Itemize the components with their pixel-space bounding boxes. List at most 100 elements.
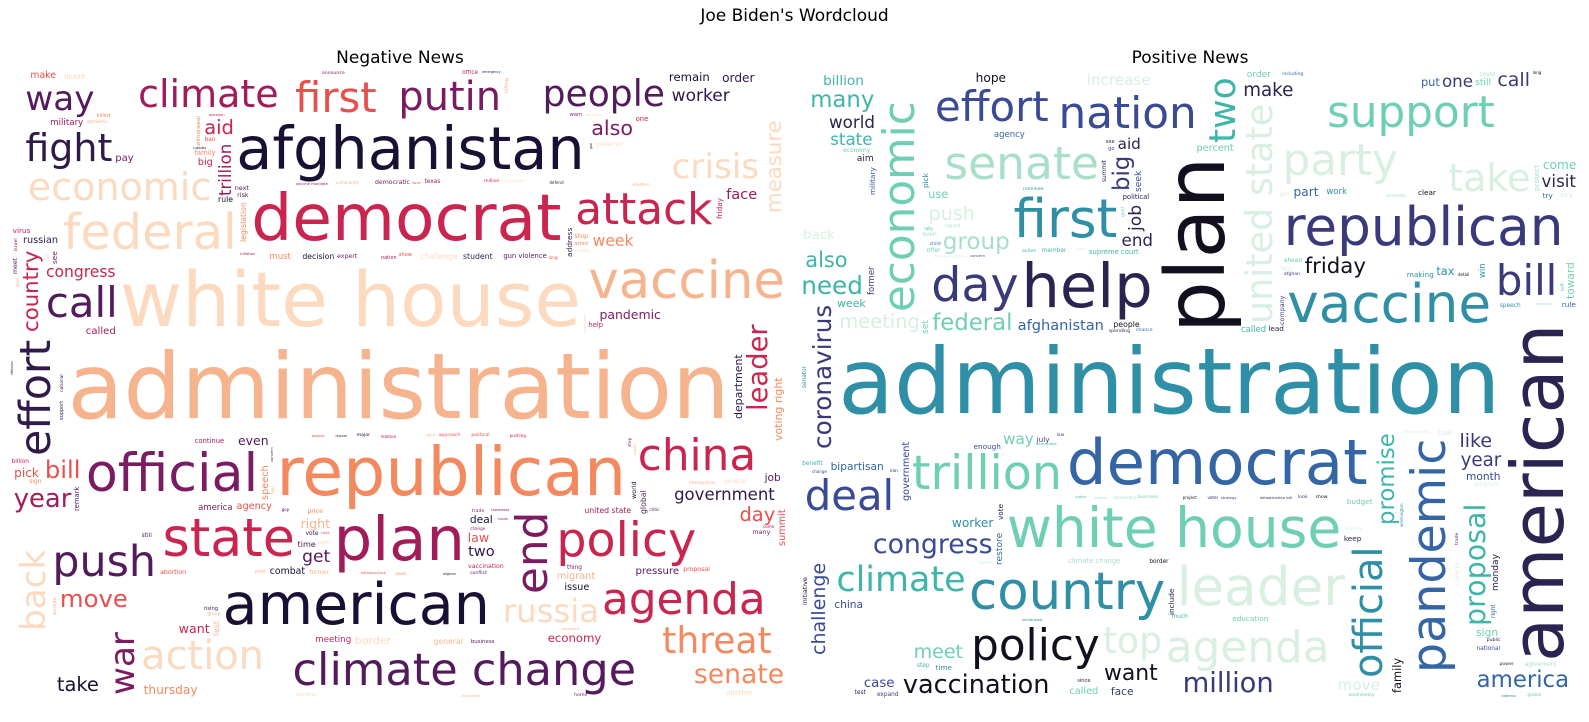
word-support: support <box>59 400 66 420</box>
word-vote: vote <box>305 531 319 538</box>
word-strategy: strategy <box>1221 495 1237 500</box>
word-summit: summit <box>777 508 789 546</box>
word-day: day <box>739 502 776 526</box>
negative-news-title: Negative News <box>336 48 464 68</box>
word-israel: israel <box>14 238 20 252</box>
word-member: member <box>1041 248 1067 255</box>
word-democratic: democratic <box>1036 442 1057 447</box>
word-iran: iran <box>889 467 898 473</box>
word-government: government <box>900 442 912 502</box>
word-force: force <box>412 181 421 185</box>
word-pandemic: pandemic <box>1401 438 1457 673</box>
word-take: take <box>56 672 99 696</box>
word-combat: combat <box>269 565 306 577</box>
word-measure: measure <box>761 120 787 214</box>
word-also: also <box>591 115 634 140</box>
word-step: step <box>916 662 930 669</box>
word-part: part <box>44 254 50 263</box>
word-continue: continue <box>194 437 225 446</box>
word-need: need <box>801 270 863 300</box>
word-state: state <box>162 509 295 570</box>
word-official: official <box>85 444 259 505</box>
word-without: without <box>1094 496 1107 501</box>
word-face: face <box>726 186 758 204</box>
word-top: top <box>1102 620 1162 663</box>
word-action: action <box>141 633 264 679</box>
word-sign: sign <box>29 479 42 486</box>
negative-wordcloud: administration white house republican democ… <box>10 70 790 700</box>
word-climate-change: climate change <box>1068 556 1121 565</box>
word-first: first <box>295 73 377 123</box>
word-since: since <box>1077 677 1091 684</box>
word-still: still <box>1475 78 1492 89</box>
word-warn: warn <box>569 112 583 119</box>
word-help: help <box>1021 251 1153 322</box>
word-put: put <box>1420 75 1440 90</box>
word-united-state: united state <box>1238 104 1282 325</box>
word-party: party <box>317 539 332 546</box>
word-country: country <box>19 250 45 332</box>
word-back: back <box>803 228 835 244</box>
word-democracy: democracy <box>1113 495 1136 501</box>
word-next: next <box>234 184 249 193</box>
word-former: former <box>309 569 330 576</box>
positive-wordcloud: administration plan american democrat help un… <box>800 70 1580 700</box>
word-key: key <box>1560 189 1574 199</box>
word-military: military <box>50 117 84 128</box>
word-military: military <box>868 166 878 195</box>
word-monday: monday <box>1490 554 1501 592</box>
word-people: people <box>1113 319 1140 329</box>
word-called: called <box>85 326 116 338</box>
word-week: week <box>592 232 634 251</box>
word-push: push <box>52 536 156 587</box>
word-big: big <box>197 156 213 168</box>
word-defend: defend <box>549 180 564 186</box>
word-challenge: challenge <box>420 252 458 261</box>
word-gop: gop <box>281 506 290 512</box>
word-one: one <box>1441 71 1474 92</box>
word-fight: fight <box>25 125 113 170</box>
word-attack: attack <box>575 183 713 235</box>
word-rule: rule <box>218 194 234 204</box>
word-afghanistan: afghanistan <box>1017 316 1104 334</box>
word-community: community <box>336 180 360 186</box>
word-must: must <box>269 251 291 262</box>
word-rule: rule <box>1561 300 1576 310</box>
word-even: even <box>922 231 937 238</box>
word-family: family <box>194 149 216 158</box>
word-make: make <box>1243 79 1294 101</box>
word-administration: administration <box>67 332 730 440</box>
word-climate: climate <box>836 559 966 600</box>
word-address: address <box>564 227 574 258</box>
word-education: education <box>1232 613 1269 623</box>
word-thing: thing <box>566 565 582 572</box>
word-give: give <box>15 278 21 287</box>
word-senator: senator <box>802 366 809 389</box>
word-republican: republican <box>276 432 627 511</box>
word-amid: amid <box>574 240 588 247</box>
word-global: global <box>638 490 648 515</box>
word-trillion: trillion <box>215 143 235 196</box>
word-progressive: progressive <box>583 314 588 334</box>
word-call: call <box>45 278 118 328</box>
word-agency: agency <box>236 501 272 513</box>
word-million: million <box>483 179 500 185</box>
word-infrastructure-bill: infrastructure bill <box>1259 495 1292 500</box>
word-white-house: white house <box>119 254 582 344</box>
word-economy: economy <box>843 147 871 154</box>
word-texas: texas <box>424 179 441 186</box>
word-russia: russia <box>502 592 599 631</box>
word-white-house: white house <box>1006 496 1342 561</box>
word-go: go <box>1108 146 1115 153</box>
word-help: help <box>588 321 604 330</box>
word-senate: senate <box>944 136 1099 190</box>
word-war: war <box>102 631 143 695</box>
word-democrat: democrat <box>251 180 562 256</box>
word-trade: trade <box>471 508 485 514</box>
word-initiative: initiative <box>800 577 809 606</box>
word-government: government <box>674 484 775 504</box>
word-conflict: conflict <box>470 571 487 577</box>
word-family: family <box>1389 657 1404 693</box>
word-stimulus: stimulus <box>10 361 15 376</box>
word-nation: nation <box>1058 87 1197 139</box>
